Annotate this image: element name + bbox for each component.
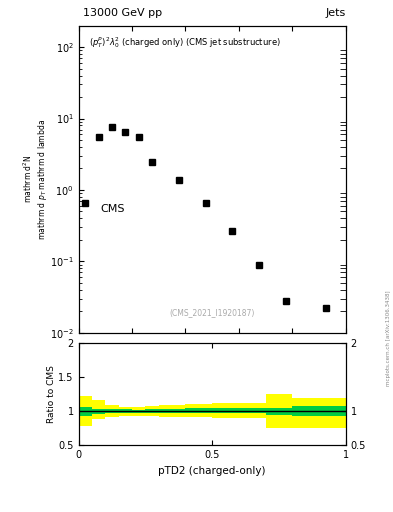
Text: CMS: CMS — [100, 204, 125, 214]
X-axis label: pTD2 (charged-only): pTD2 (charged-only) — [158, 466, 266, 476]
Text: $(p_T^P)^2\lambda_0^2$ (charged only) (CMS jet substructure): $(p_T^P)^2\lambda_0^2$ (charged only) (C… — [89, 35, 281, 50]
Text: Jets: Jets — [325, 8, 346, 18]
Text: 13000 GeV pp: 13000 GeV pp — [83, 8, 162, 18]
Y-axis label: Ratio to CMS: Ratio to CMS — [47, 365, 55, 423]
Text: (CMS_2021_I1920187): (CMS_2021_I1920187) — [169, 308, 255, 317]
Text: mcplots.cern.ch [arXiv:1306.3438]: mcplots.cern.ch [arXiv:1306.3438] — [386, 290, 391, 386]
Y-axis label: mathrm d$^2$N
mathrm d $p_T$ mathrm d lambda: mathrm d$^2$N mathrm d $p_T$ mathrm d la… — [21, 119, 48, 240]
